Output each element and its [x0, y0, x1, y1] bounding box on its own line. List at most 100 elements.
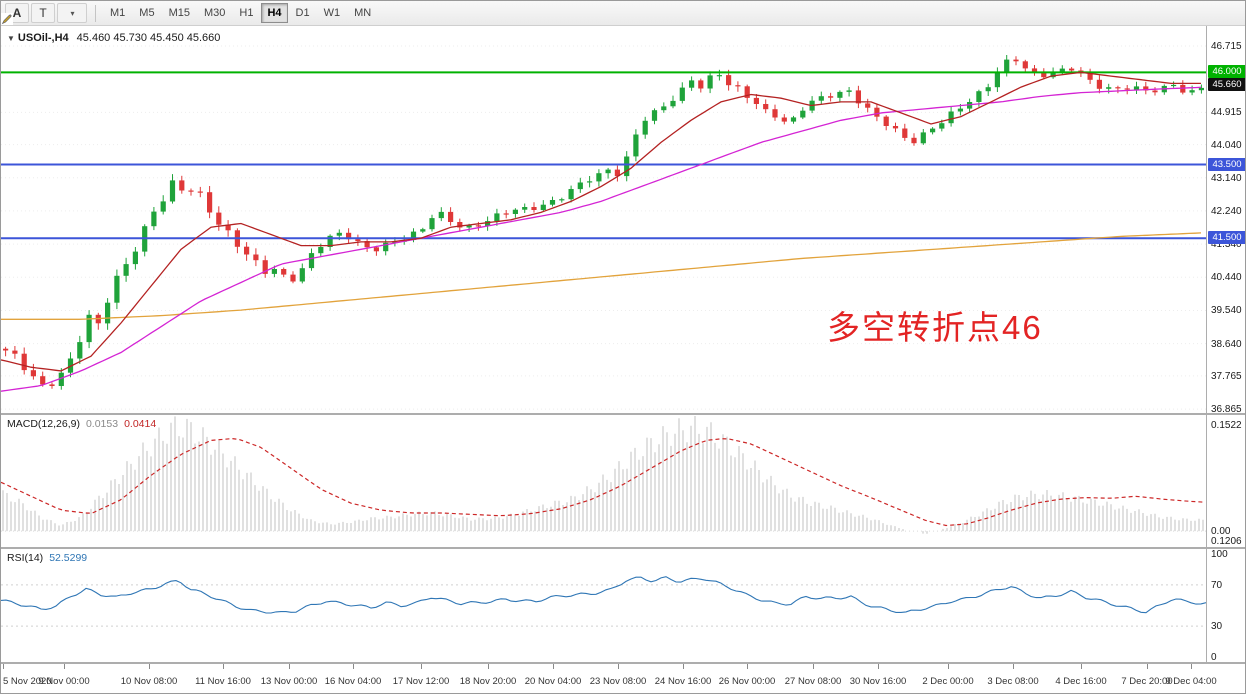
- rsi-axis-label: 70: [1211, 579, 1223, 591]
- chart-header: ▼ USOil-,H4 45.460 45.730 45.450 45.660: [7, 32, 220, 44]
- time-tick: [948, 664, 949, 669]
- macd-axis-label: 0.00: [1211, 526, 1231, 538]
- macd-axis-label: 0.1522: [1211, 419, 1242, 431]
- panel-divider[interactable]: [1, 413, 1245, 415]
- rsi-value: 52.5299: [49, 552, 88, 564]
- time-tick: [1081, 664, 1082, 669]
- main-chart-canvas[interactable]: [1, 26, 1206, 413]
- tool-a-label: A: [12, 6, 22, 20]
- timeframe-m30-button[interactable]: M30: [203, 7, 226, 19]
- macd-panel-canvas[interactable]: [1, 415, 1206, 547]
- time-tick: [421, 664, 422, 669]
- time-tick: [618, 664, 619, 669]
- panel-divider: [1, 662, 1245, 664]
- time-label: 9 Dec 04:00: [1165, 676, 1217, 687]
- time-tick: [747, 664, 748, 669]
- rsi-axis-label: 30: [1211, 621, 1223, 633]
- price-tick-label: 40.440: [1211, 272, 1242, 284]
- timeframe-w1-button[interactable]: W1: [323, 7, 341, 19]
- collapse-icon[interactable]: ▼: [7, 34, 15, 43]
- timeframe-h1-button[interactable]: H1: [239, 7, 254, 19]
- price-tick-label: 42.240: [1211, 205, 1242, 217]
- time-tick: [488, 664, 489, 669]
- time-tick: [553, 664, 554, 669]
- toolbar-separator: [95, 4, 96, 22]
- drawing-tools-button[interactable]: ▾: [1, 3, 87, 25]
- price-tick-label: 38.640: [1211, 338, 1242, 350]
- time-label: 7 Dec 20:00: [1121, 676, 1173, 687]
- timeframe-d1-button[interactable]: D1: [295, 7, 310, 19]
- time-label: 10 Nov 08:00: [120, 676, 178, 687]
- rsi-line: [1, 576, 1206, 614]
- time-tick: [1013, 664, 1014, 669]
- chart-annotation-text[interactable]: 多空转折点46: [827, 309, 1043, 346]
- time-label: 23 Nov 08:00: [589, 676, 647, 687]
- macd-axis-label: 0.1206: [1211, 536, 1242, 547]
- macd-signal-value: 0.0414: [124, 418, 157, 430]
- price-axis[interactable]: 46.715 44.915 44.040 43.140 42.240 41.340 40.4…: [1207, 26, 1245, 663]
- time-label: 4 Dec 16:00: [1055, 676, 1107, 687]
- macd-label: MACD(12,26,9): [7, 418, 80, 430]
- panel-divider[interactable]: [1, 547, 1245, 549]
- time-tick: [3, 664, 4, 669]
- timeframe-group: M1 M5 M15 M30 H1 H4 D1 W1 MN: [104, 3, 377, 23]
- time-label: 2 Dec 00:00: [922, 676, 974, 687]
- text-tool-button[interactable]: T: [31, 3, 55, 23]
- time-tick: [683, 664, 684, 669]
- moving-average-line: [1, 86, 1202, 392]
- time-label: 11 Nov 16:00: [195, 676, 251, 687]
- price-tick-label: 37.765: [1211, 370, 1242, 382]
- time-label: 27 Nov 08:00: [784, 676, 842, 687]
- time-tick: [878, 664, 879, 669]
- level-price-badge: 41.500: [1208, 231, 1245, 245]
- time-tick: [149, 664, 150, 669]
- axis-divider: [1206, 26, 1207, 663]
- level-price-badge: 46.000: [1208, 65, 1245, 79]
- price-tick-label: 43.140: [1211, 172, 1242, 184]
- time-label: 17 Nov 12:00: [392, 676, 450, 687]
- time-label: 5 Nov 2020: [3, 676, 52, 687]
- price-tick-label: 44.040: [1211, 139, 1242, 151]
- time-tick: [1147, 664, 1148, 669]
- timeframe-h4-button[interactable]: H4: [261, 3, 288, 23]
- price-tick-label: 44.915: [1211, 107, 1242, 119]
- timeframe-m1-button[interactable]: M1: [110, 7, 126, 19]
- level-price-badge: 43.500: [1208, 157, 1245, 171]
- rsi-header: RSI(14) 52.5299: [7, 552, 87, 564]
- time-label: 9 Nov 00:00: [38, 676, 90, 687]
- time-label: 3 Dec 08:00: [987, 676, 1039, 687]
- timeframe-mn-button[interactable]: MN: [354, 7, 372, 19]
- moving-average-line: [1, 71, 1201, 372]
- time-label: 18 Nov 20:00: [459, 676, 517, 687]
- rsi-axis-label: 100: [1211, 549, 1228, 560]
- time-tick: [64, 664, 65, 669]
- macd-main-value: 0.0153: [85, 418, 119, 430]
- moving-average-line: [1, 232, 1202, 320]
- price-tick-label: 36.865: [1211, 404, 1242, 416]
- time-tick: [1191, 664, 1192, 669]
- text-tool-label: T: [39, 6, 47, 20]
- time-tick: [813, 664, 814, 669]
- rsi-label: RSI(14): [7, 552, 44, 564]
- macd-histogram: [2, 416, 1204, 534]
- main-toolbar: A T ▾ M1 M5 M15 M30 H1 H4 D1 W1 MN: [1, 1, 1245, 26]
- macd-header: MACD(12,26,9) 0.0153 0.0414: [7, 418, 156, 430]
- rsi-axis-label: 0: [1211, 652, 1217, 663]
- price-tick-label: 39.540: [1211, 305, 1242, 317]
- time-tick: [353, 664, 354, 669]
- time-axis[interactable]: 5 Nov 2020 9 Nov 00:00 10 Nov 08:00 11 Nov …: [1, 663, 1217, 693]
- time-tick: [223, 664, 224, 669]
- time-label: 13 Nov 00:00: [260, 676, 318, 687]
- timeframe-m5-button[interactable]: M5: [139, 7, 155, 19]
- time-label: 16 Nov 04:00: [324, 676, 382, 687]
- timeframe-m15-button[interactable]: M15: [168, 7, 190, 19]
- chevron-down-icon: ▾: [70, 8, 75, 18]
- time-label: 30 Nov 16:00: [849, 676, 907, 687]
- ohlc-values: 45.460 45.730 45.450 45.660: [76, 32, 221, 44]
- current-price-badge: 45.660: [1208, 77, 1245, 91]
- symbol-period-label: USOil-,H4: [17, 32, 69, 44]
- rsi-panel-canvas[interactable]: [1, 549, 1206, 662]
- price-tick-label: 46.715: [1211, 41, 1242, 52]
- time-label: 20 Nov 04:00: [524, 676, 582, 687]
